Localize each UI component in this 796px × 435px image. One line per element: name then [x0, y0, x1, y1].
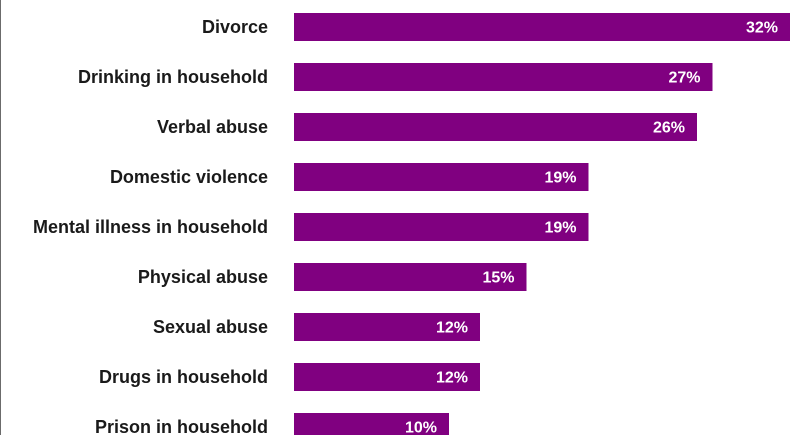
bar — [294, 363, 480, 391]
category-label: Divorce — [202, 17, 268, 37]
bar — [294, 113, 697, 141]
value-label: 15% — [482, 270, 514, 287]
value-label: 19% — [544, 220, 576, 237]
category-label: Drinking in household — [78, 67, 268, 87]
value-label: 19% — [544, 170, 576, 187]
category-label: Prison in household — [95, 417, 268, 435]
chart-left-border — [0, 0, 1, 435]
value-label: 10% — [405, 420, 437, 435]
category-label: Domestic violence — [110, 167, 268, 187]
value-label: 12% — [436, 370, 468, 387]
bar — [294, 13, 790, 41]
bar — [294, 213, 589, 241]
bar — [294, 163, 589, 191]
value-label: 26% — [653, 120, 685, 137]
bars-group — [294, 13, 790, 435]
category-label: Physical abuse — [138, 267, 268, 287]
category-label: Sexual abuse — [153, 317, 268, 337]
bar — [294, 313, 480, 341]
category-label: Mental illness in household — [33, 217, 268, 237]
bar — [294, 63, 713, 91]
category-label: Drugs in household — [99, 367, 268, 387]
value-label: 12% — [436, 320, 468, 337]
category-labels-group: Divorce Drinking in household Verbal abuse… — [33, 17, 268, 435]
value-labels-group: 32% 27% 26% 19% 19% 15% 12% 12% 10% — [405, 20, 778, 435]
bar — [294, 263, 527, 291]
bar — [294, 413, 449, 435]
category-label: Verbal abuse — [157, 117, 268, 137]
value-label: 32% — [746, 20, 778, 37]
value-label: 27% — [668, 70, 700, 87]
